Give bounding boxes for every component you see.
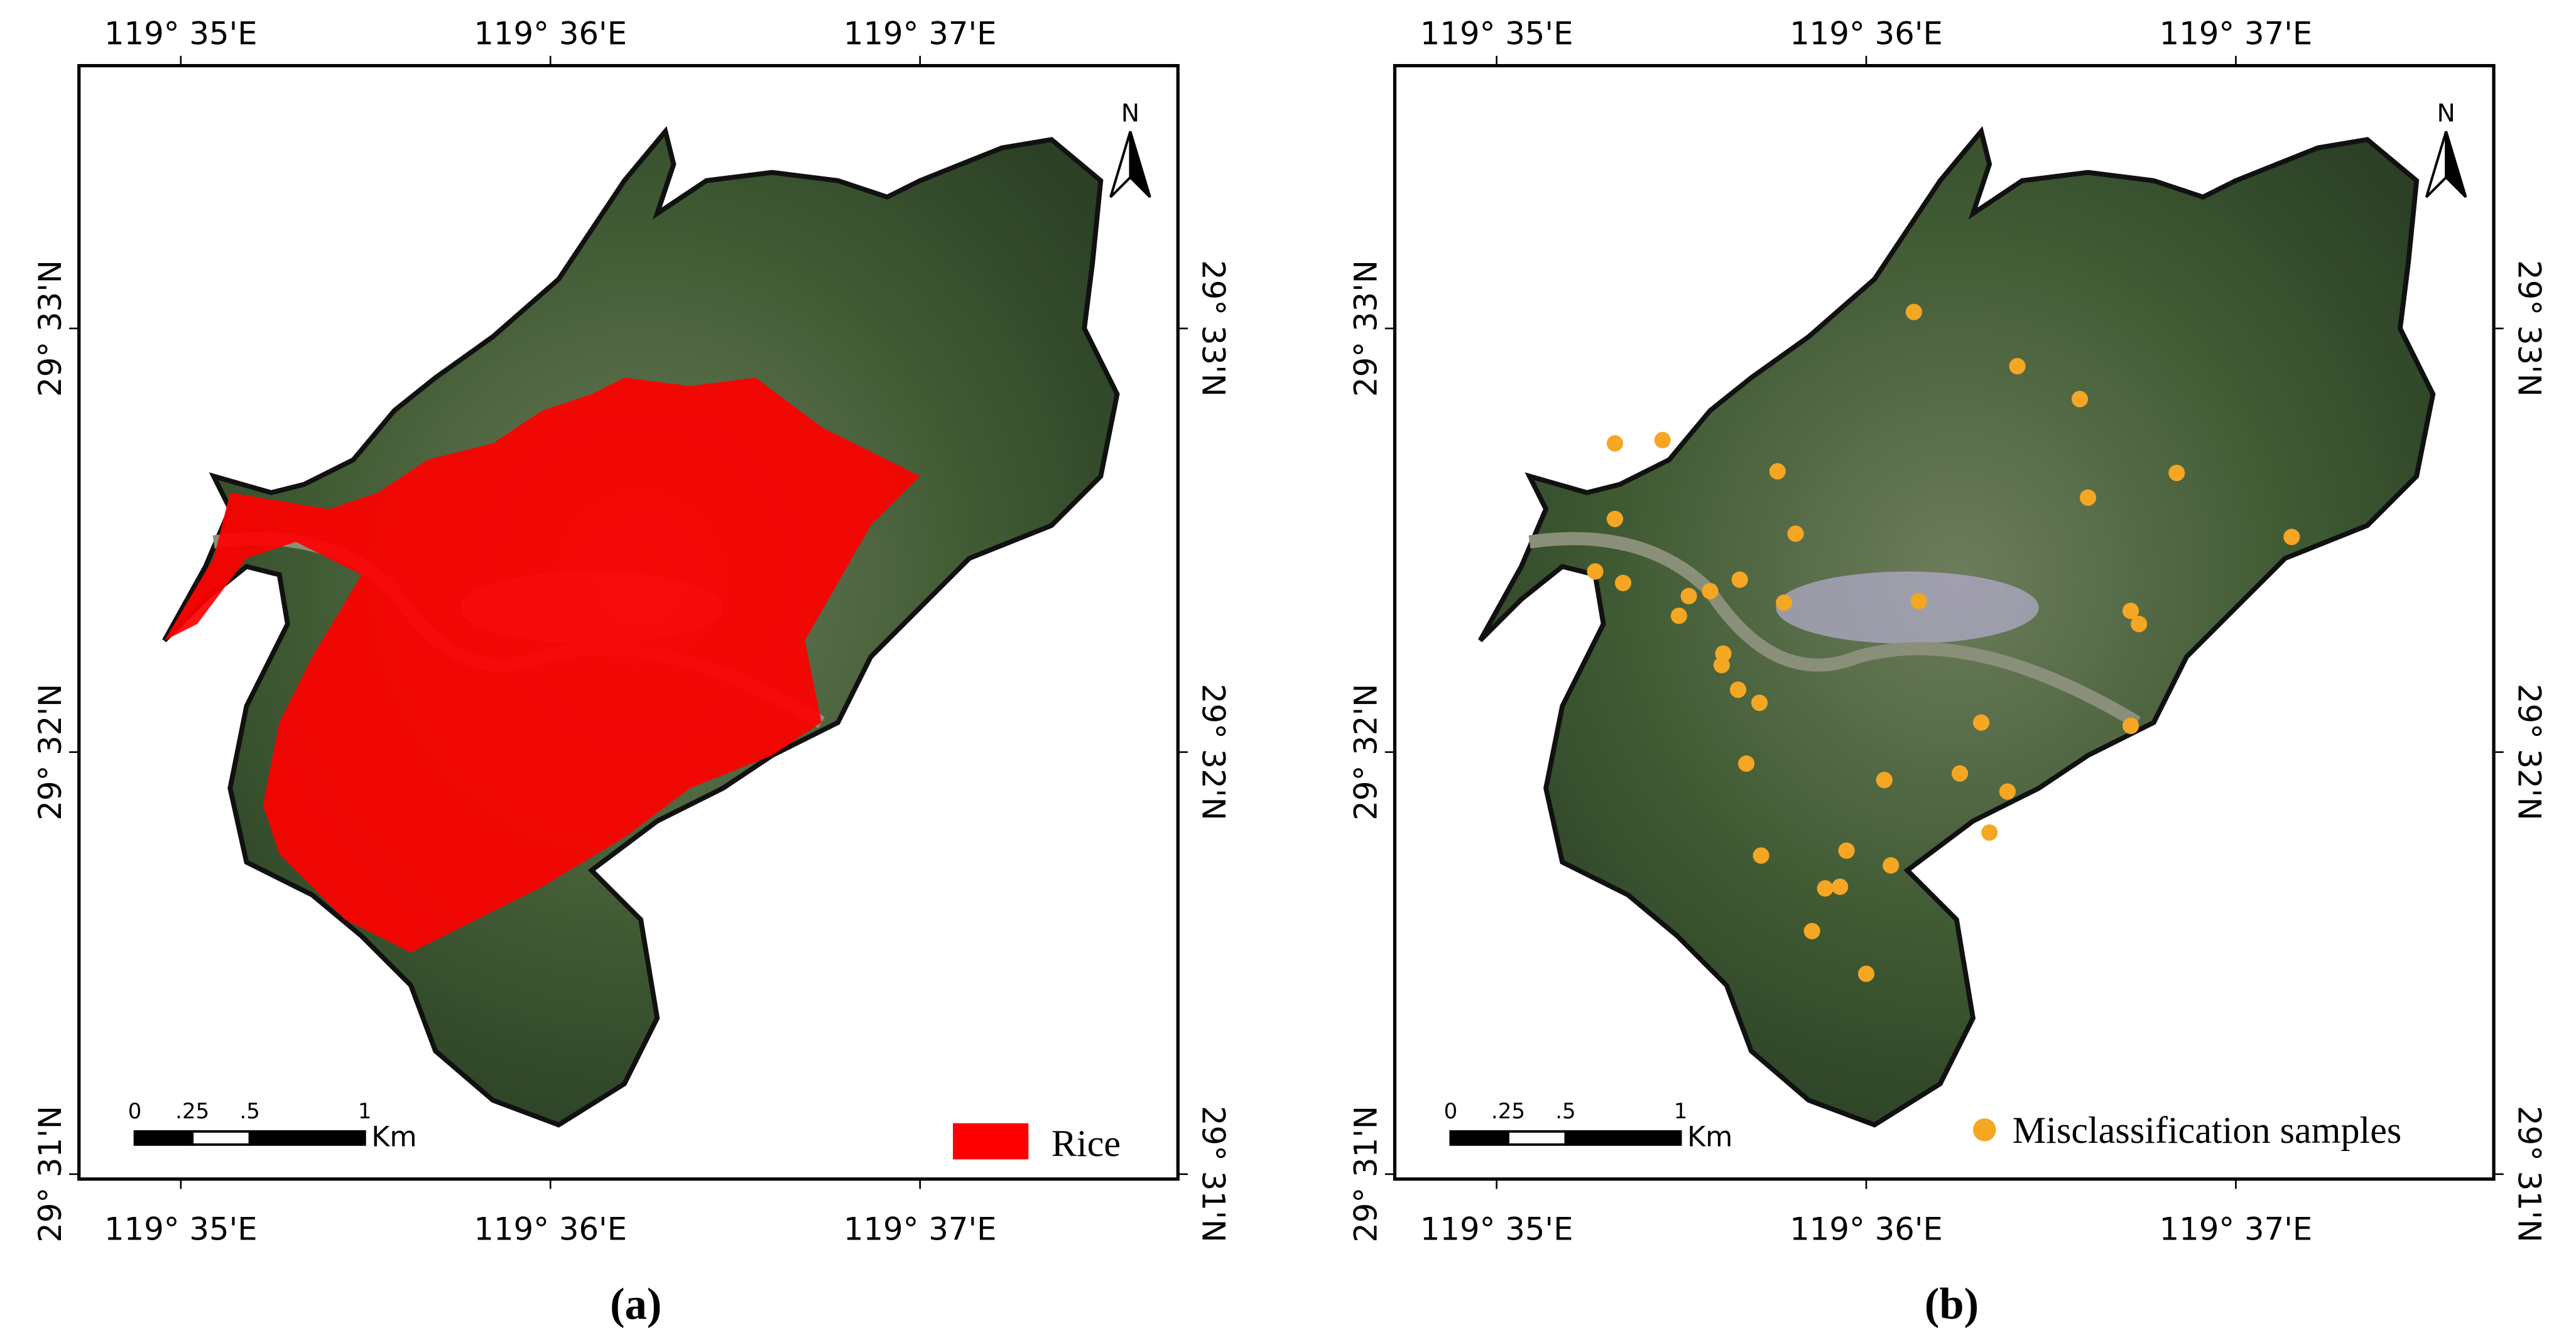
north-label: N	[2437, 100, 2455, 128]
scale-bar-segment	[1449, 1130, 1509, 1146]
misclassified-sample	[1776, 594, 1793, 611]
misclassified-sample	[2131, 615, 2148, 632]
misclassified-sample	[1973, 714, 1990, 731]
map-panel: 119° 35'E 119° 35'E 119° 36'E 119° 36'E 119°…	[32, 16, 1232, 1329]
misclassified-sample	[1713, 657, 1730, 674]
scale-bar-unit: Km	[371, 1121, 416, 1153]
misclassified-sample	[1738, 755, 1755, 772]
misclassified-sample	[1883, 857, 1899, 874]
misclassified-sample	[2283, 529, 2300, 546]
legend-label: Misclassification samples	[2013, 1110, 2402, 1152]
misclassified-sample	[1787, 525, 1804, 543]
scale-bar-label: 0	[1444, 1099, 1458, 1124]
misclassified-sample	[1670, 607, 1687, 624]
misclassified-sample	[1876, 772, 1893, 789]
scale-bar-label: .5	[1555, 1099, 1575, 1124]
latitude-label: 29° 32'N	[1348, 684, 1384, 821]
misclassified-sample	[1606, 511, 1623, 527]
misclassified-sample	[2122, 602, 2139, 619]
misclassified-sample	[2071, 391, 2089, 408]
north-arrow	[2445, 131, 2467, 198]
scale-bar-segment	[133, 1130, 194, 1146]
scale-bar-segment	[191, 1130, 251, 1146]
scale-bar-label: .5	[239, 1099, 259, 1124]
misclassified-sample	[1905, 303, 1922, 320]
longitude-label: 119° 35'E	[1420, 16, 1573, 52]
scale-bar-segment	[1564, 1130, 1682, 1146]
longitude-label: 119° 36'E	[1790, 1211, 1943, 1247]
misclassified-sample	[2168, 465, 2185, 482]
latitude-label: 29° 33'N	[32, 260, 68, 397]
misclassified-sample	[1654, 431, 1671, 448]
misclassified-sample	[1614, 575, 1632, 592]
longitude-label: 119° 36'E	[1790, 16, 1943, 52]
latitude-label: 29° 32'N	[2511, 684, 2547, 821]
misclassified-sample	[1832, 878, 1849, 895]
misclassified-sample	[1680, 588, 1697, 605]
legend-label: Rice	[1052, 1123, 1121, 1165]
latitude-label: 29° 33'N	[2511, 260, 2547, 397]
longitude-label: 119° 37'E	[2160, 16, 2313, 52]
urban-area	[1776, 571, 2039, 644]
misclassified-sample	[1587, 563, 1604, 580]
misclassified-sample	[1731, 571, 1748, 588]
panel-caption: (a)	[610, 1280, 661, 1329]
misclassified-sample	[1751, 694, 1768, 711]
scale-bar-label: 1	[1674, 1099, 1688, 1124]
latitude-label: 29° 31'N	[32, 1106, 68, 1243]
misclassified-sample	[1803, 922, 1820, 939]
panel-caption: (b)	[1925, 1280, 1979, 1329]
misclassified-sample	[1729, 681, 1747, 698]
longitude-label: 119° 36'E	[474, 16, 627, 52]
latitude-label: 29° 31'N	[1348, 1106, 1384, 1243]
legend-swatch	[1973, 1118, 1996, 1142]
map-panel: 119° 35'E 119° 35'E 119° 36'E 119° 36'E 119°…	[1348, 16, 2548, 1329]
misclassified-sample	[2009, 358, 2026, 375]
scale-bar-segment	[248, 1130, 366, 1146]
misclassified-sample	[1952, 765, 1969, 782]
longitude-label: 119° 35'E	[104, 16, 258, 52]
latitude-label: 29° 33'N	[1195, 260, 1232, 397]
river	[1528, 532, 2141, 728]
misclassified-sample	[1910, 593, 1927, 610]
misclassified-sample	[1606, 435, 1623, 452]
latitude-label: 29° 31'N	[2511, 1106, 2547, 1243]
longitude-label: 119° 37'E	[844, 1211, 997, 1247]
scale-bar-unit: Km	[1687, 1121, 1732, 1153]
misclassified-sample	[2080, 489, 2097, 506]
legend-swatch	[953, 1123, 1029, 1160]
misclassified-sample	[1702, 583, 1719, 600]
longitude-label: 119° 35'E	[1420, 1211, 1573, 1247]
misclassified-sample	[1753, 847, 1769, 864]
latitude-label: 29° 32'N	[1195, 684, 1232, 821]
scale-bar-label: 0	[128, 1099, 142, 1124]
longitude-label: 119° 37'E	[844, 16, 997, 52]
scale-bar-label: .25	[1491, 1099, 1525, 1124]
north-label: N	[1121, 100, 1139, 128]
latitude-label: 29° 31'N	[1195, 1106, 1232, 1243]
longitude-label: 119° 35'E	[104, 1211, 258, 1247]
misclassified-sample	[2122, 717, 2139, 734]
latitude-label: 29° 32'N	[32, 684, 68, 821]
misclassified-sample	[1999, 783, 2016, 800]
north-arrow	[1129, 131, 1151, 198]
misclassified-sample	[1769, 463, 1786, 480]
scale-bar-label: .25	[175, 1099, 209, 1124]
scale-bar-label: 1	[358, 1099, 372, 1124]
misclassified-sample	[1838, 842, 1855, 859]
longitude-label: 119° 37'E	[2160, 1211, 2313, 1247]
misclassified-sample	[1817, 880, 1834, 897]
scale-bar-segment	[1506, 1130, 1567, 1146]
longitude-label: 119° 36'E	[474, 1211, 627, 1247]
misclassified-sample	[1981, 824, 1998, 841]
latitude-label: 29° 33'N	[1348, 260, 1384, 397]
misclassified-sample	[1857, 965, 1875, 982]
rice-area	[164, 377, 920, 953]
